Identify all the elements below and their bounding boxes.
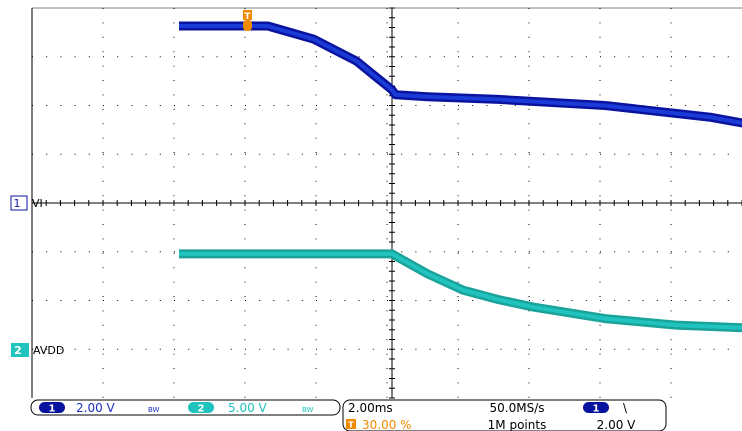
trigger-readout[interactable]: 1 \ 2.00 V bbox=[583, 401, 636, 431]
ch2-scale-readout[interactable]: 2 5.00 V BW bbox=[188, 401, 314, 415]
trace-vi-outline bbox=[179, 21, 742, 128]
timebase-readout[interactable]: 2.00ms bbox=[348, 401, 393, 415]
ch1-badge-number: 1 bbox=[49, 404, 56, 415]
ch2-marker[interactable]: 2 AVDD bbox=[11, 343, 64, 357]
trigger-position-readout[interactable]: T 30.00 % bbox=[346, 418, 412, 431]
trigger-marker-label: T bbox=[244, 12, 251, 22]
ch1-bandwidth-limit-icon: BW bbox=[148, 406, 160, 414]
ch1-label: VI bbox=[32, 197, 43, 210]
sample-rate-readout[interactable]: 50.0MS/s bbox=[490, 401, 545, 415]
graticule bbox=[31, 7, 742, 399]
trigger-level-readout: 2.00 V bbox=[597, 418, 637, 431]
trigger-position-icon: T bbox=[348, 421, 354, 430]
ch1-marker[interactable]: 1 VI bbox=[10, 195, 43, 211]
trigger-position-value: 30.00 % bbox=[362, 418, 412, 431]
status-bar: 1 2.00 V BW 2 5.00 V BW 2.00ms T 30.00 %… bbox=[30, 399, 667, 431]
ch2-label: AVDD bbox=[33, 344, 64, 357]
waveform-traces bbox=[179, 21, 742, 333]
trace-avdd bbox=[179, 251, 742, 330]
ch2-volts-per-div: 5.00 V bbox=[228, 401, 268, 415]
ch2-badge-number: 2 bbox=[198, 404, 205, 415]
ch2-marker-number: 2 bbox=[14, 344, 22, 357]
channel-readout-box bbox=[30, 399, 341, 416]
trigger-position-marker[interactable]: T bbox=[243, 10, 252, 31]
ch1-volts-per-div: 2.00 V bbox=[76, 401, 116, 415]
trigger-slope-falling-icon: \ bbox=[623, 401, 628, 415]
trace-vi bbox=[179, 24, 742, 125]
ch1-marker-number: 1 bbox=[14, 197, 21, 210]
ch1-scale-readout[interactable]: 1 2.00 V BW bbox=[39, 401, 160, 415]
trigger-source-badge: 1 bbox=[593, 404, 600, 415]
record-length-readout[interactable]: 1M points bbox=[488, 418, 547, 431]
ch2-bandwidth-limit-icon: BW bbox=[302, 406, 314, 414]
trace-avdd-outline bbox=[179, 249, 742, 333]
